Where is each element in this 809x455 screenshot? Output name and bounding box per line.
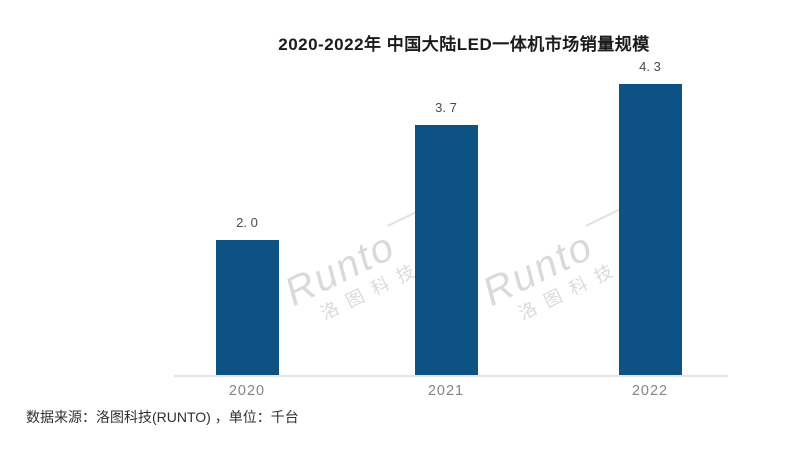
data-source-note: 数据来源：洛图科技(RUNTO) ，单位：千台 bbox=[26, 409, 299, 425]
x-axis-label: 2020 bbox=[228, 383, 266, 399]
chart-title: 2020-2022年 中国大陆LED一体机市场销量规模 bbox=[278, 35, 650, 54]
bar-value-label: 4. 3 bbox=[639, 59, 661, 74]
bar-2020 bbox=[215, 240, 279, 375]
x-axis-label: 2022 bbox=[631, 383, 669, 399]
x-axis-line bbox=[174, 375, 728, 377]
bar-value-label: 3. 7 bbox=[435, 100, 457, 115]
bar-2021 bbox=[414, 125, 478, 375]
x-axis-label: 2021 bbox=[427, 383, 465, 399]
bar-value-label: 2. 0 bbox=[236, 215, 258, 230]
bar-2022 bbox=[618, 84, 682, 375]
